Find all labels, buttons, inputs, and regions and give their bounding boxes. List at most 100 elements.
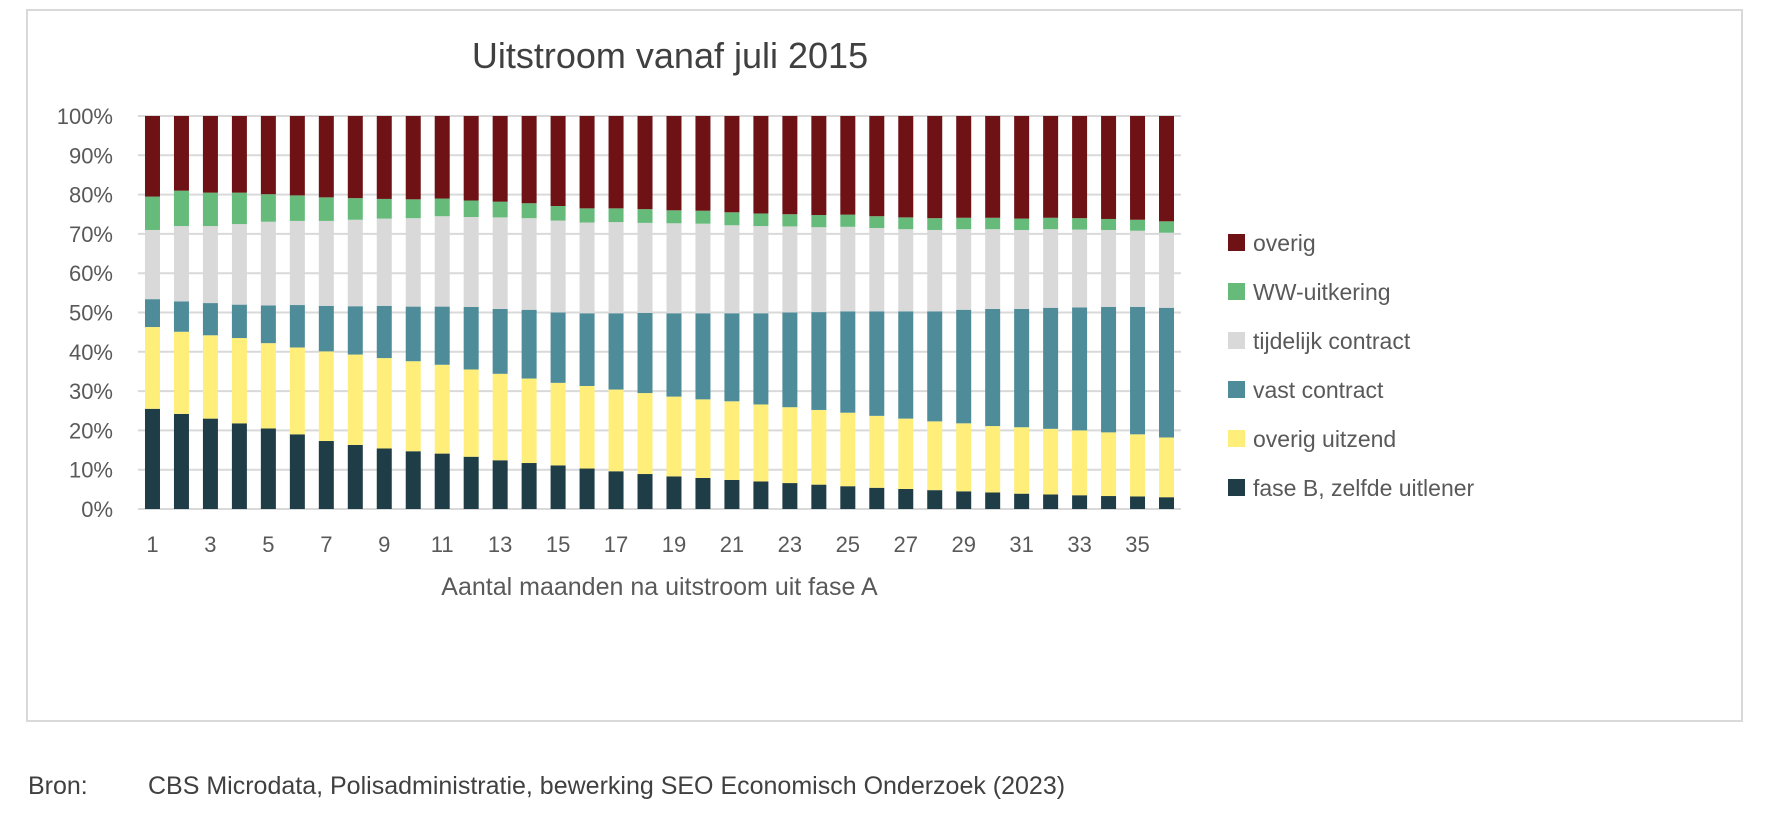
bar-segment	[608, 116, 624, 209]
bar-segment	[521, 378, 537, 464]
bar-segment	[898, 488, 914, 509]
bar-segment	[840, 412, 856, 487]
bar-segment	[666, 313, 682, 397]
bar-segment	[869, 228, 885, 312]
y-tick-label: 0%	[81, 497, 113, 522]
bar-segment	[289, 116, 305, 196]
chart-svg: Uitstroom vanaf juli 2015 0% 10% 20% 30% 40% 5…	[57, 35, 1475, 601]
y-tick-label: 100%	[57, 104, 113, 129]
bar-segment	[1014, 308, 1030, 428]
bar-segment	[666, 476, 682, 509]
bar-segment	[550, 312, 566, 383]
bar-segment	[1072, 116, 1088, 219]
x-tick-label: 15	[546, 532, 570, 557]
x-tick-label: 1	[146, 532, 158, 557]
y-tick-label: 90%	[69, 143, 113, 168]
legend-swatch	[1228, 332, 1245, 349]
bar-segment	[782, 226, 798, 313]
bar-segment	[289, 305, 305, 348]
bar-segment	[869, 116, 885, 217]
bar-segment	[202, 335, 218, 419]
source-label: Bron:	[28, 772, 88, 800]
bar-segment	[840, 486, 856, 509]
bar-segment	[811, 484, 827, 509]
bar-segment	[260, 428, 276, 509]
bar-segment	[1072, 218, 1088, 230]
bar-segment	[376, 305, 392, 359]
bar-segment	[898, 418, 914, 489]
bar-segment	[318, 220, 334, 306]
y-tick-label: 30%	[69, 379, 113, 404]
bar-segment	[753, 226, 769, 314]
bar-segment	[782, 407, 798, 484]
bar-segment	[231, 224, 247, 305]
bar-segment	[608, 313, 624, 390]
bar-segment	[579, 468, 595, 509]
bar-segment	[898, 116, 914, 218]
bar-segment	[782, 214, 798, 227]
bar-segment	[231, 338, 247, 424]
y-tick-label: 40%	[69, 340, 113, 365]
bar-segment	[753, 404, 769, 482]
bar-segment	[1159, 307, 1175, 438]
bar-segment	[521, 203, 537, 219]
bar-segment	[173, 331, 189, 414]
bar-segment	[956, 229, 972, 310]
bar-segment	[1101, 229, 1117, 307]
x-tick-label: 13	[488, 532, 512, 557]
bar-segment	[1043, 428, 1059, 495]
bar-segment	[753, 116, 769, 214]
x-tick-label: 17	[604, 532, 628, 557]
bar-segment	[956, 491, 972, 509]
bar-segment	[231, 192, 247, 225]
bar-segment	[289, 347, 305, 435]
bar-segment	[144, 116, 160, 197]
bar-segment	[550, 205, 566, 221]
bar-segment	[202, 192, 218, 227]
bar-segment	[492, 217, 508, 309]
bar-segment	[550, 465, 566, 509]
bar-segment	[579, 208, 595, 223]
bar-segment	[405, 451, 421, 509]
bar-segment	[1130, 230, 1146, 307]
bar-segment	[608, 471, 624, 509]
bar-segment	[376, 448, 392, 509]
bar-segment	[463, 456, 479, 509]
legend-label: WW-uitkering	[1253, 279, 1391, 305]
bar-segment	[985, 492, 1001, 509]
bar-segment	[869, 216, 885, 229]
bar-segment	[376, 116, 392, 199]
bar-segment	[1130, 219, 1146, 231]
bar-segment	[695, 116, 711, 211]
bar-segment	[608, 389, 624, 472]
bar-segment	[434, 216, 450, 307]
bar-segment	[318, 305, 334, 352]
bar-segment	[434, 306, 450, 365]
bar-segment	[1101, 496, 1117, 509]
bar-segment	[173, 413, 189, 509]
bar-segment	[1159, 116, 1175, 222]
bar-segment	[579, 222, 595, 314]
y-tick-label: 80%	[69, 183, 113, 208]
bar-segment	[550, 382, 566, 466]
bar-segment	[289, 195, 305, 221]
bar-segment	[521, 116, 537, 204]
source-text: CBS Microdata, Polisadministratie, bewer…	[148, 772, 1066, 800]
legend-label: overig	[1253, 230, 1316, 256]
y-tick-label: 10%	[69, 458, 113, 483]
bar-segment	[492, 460, 508, 509]
bar-segment	[898, 229, 914, 312]
x-tick-label: 23	[778, 532, 802, 557]
x-tick-label: 29	[951, 532, 975, 557]
x-tick-label: 19	[662, 532, 686, 557]
x-tick-label: 9	[378, 532, 390, 557]
bar-segment	[1130, 116, 1146, 220]
bar-segment	[869, 311, 885, 416]
bar-segment	[434, 116, 450, 199]
bar-segment	[666, 210, 682, 224]
bar-segment	[1014, 229, 1030, 309]
legend-swatch	[1228, 283, 1245, 300]
bar-segment	[869, 415, 885, 488]
bar-segment	[985, 308, 1001, 427]
bar-segment	[1072, 430, 1088, 496]
